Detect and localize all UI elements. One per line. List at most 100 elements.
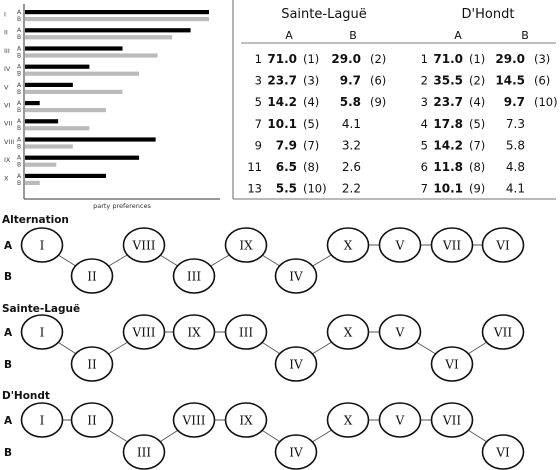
seat-circle xyxy=(430,227,474,263)
table-title: D'Hondt xyxy=(462,7,515,22)
seat-circle xyxy=(20,402,64,438)
series-label: B xyxy=(17,107,21,114)
seat-node-label: X xyxy=(344,414,353,428)
quotient-b: 9.7 xyxy=(340,74,361,88)
series-label: A xyxy=(17,9,22,16)
bar-VI-B xyxy=(25,108,106,113)
table-row: 3 23.7 (3) 9.7 (6) xyxy=(255,74,387,88)
row-label-a: A xyxy=(4,240,13,252)
divisor: 6 xyxy=(421,160,428,174)
bar-IX-B xyxy=(25,162,57,167)
category-label: V xyxy=(4,83,9,91)
category-label: II xyxy=(4,29,8,37)
column-header-a: A xyxy=(285,29,293,42)
seat-circle xyxy=(122,227,166,263)
seat-circle xyxy=(172,258,216,294)
seat-node: III xyxy=(122,434,166,470)
seat-node-label: VI xyxy=(495,446,510,460)
seat-node: IV xyxy=(274,258,318,294)
quotient-a: 7.9 xyxy=(276,138,297,152)
seat-circle xyxy=(430,402,474,438)
seat-node-label: I xyxy=(40,239,45,253)
quotient-b: 29.0 xyxy=(495,52,525,66)
seat-node-label: IV xyxy=(289,446,303,460)
bar-I-B xyxy=(25,17,209,22)
seat-node: IX xyxy=(172,314,216,350)
series-label: B xyxy=(17,52,21,59)
category-label: IV xyxy=(4,65,11,73)
seat-node-label: VI xyxy=(495,239,510,253)
seat-circle xyxy=(274,346,318,382)
seat-node: V xyxy=(378,402,422,438)
bar-VI-A xyxy=(25,101,40,106)
table-row: 7 10.1 (5) 4.1 xyxy=(255,117,361,131)
seat-tables: Sainte-Laguë A B 1 71.0 (1) 29.0 (2) 3 23.7 (3) 9.7… xyxy=(232,0,558,200)
quotient-a: 17.8 xyxy=(433,117,463,131)
rank-a: (8) xyxy=(469,160,485,174)
seat-node: X xyxy=(326,314,370,350)
category-label: X xyxy=(4,174,9,182)
seat-node: IX xyxy=(224,227,268,263)
bar-VIII-B xyxy=(25,144,73,149)
bar-III-B xyxy=(25,53,158,58)
seat-node-label: V xyxy=(395,326,405,340)
quotient-a: 35.5 xyxy=(433,74,463,88)
rank-a: (3) xyxy=(303,74,319,88)
quotient-a: 71.0 xyxy=(433,52,463,66)
chart-xlabel: party preferences xyxy=(93,202,151,210)
seat-circle xyxy=(224,227,268,263)
bar-V-B xyxy=(25,89,123,94)
rank-b: (2) xyxy=(370,52,386,66)
divisor: 1 xyxy=(421,52,428,66)
seat-node: VIII xyxy=(122,227,166,263)
table-row: 4 17.8 (5) 7.3 xyxy=(421,117,525,131)
seat-node: II xyxy=(70,258,114,294)
seat-node-label: VIII xyxy=(132,239,156,253)
seat-circle xyxy=(326,314,370,350)
bar-X-A xyxy=(25,173,106,178)
table-row: 11 6.5 (8) 2.6 xyxy=(247,160,361,174)
series-label: A xyxy=(17,64,22,71)
table-row: 1 71.0 (1) 29.0 (2) xyxy=(255,52,387,66)
seat-node: VIII xyxy=(172,402,216,438)
series-label: A xyxy=(17,100,22,107)
seat-node-label: IX xyxy=(187,326,201,340)
quotient-b: 4.8 xyxy=(506,160,525,174)
series-label: B xyxy=(17,125,21,132)
divisor: 3 xyxy=(255,74,262,88)
table-row: 5 14.2 (7) 5.8 xyxy=(421,138,525,152)
seat-node: II xyxy=(70,346,114,382)
rank-a: (10) xyxy=(303,182,327,196)
rank-b: (6) xyxy=(370,74,386,88)
seat-node-label: VIII xyxy=(132,326,156,340)
diagram-title: Alternation xyxy=(2,214,69,226)
seat-circle xyxy=(481,434,525,470)
seat-circle xyxy=(430,346,474,382)
series-label: A xyxy=(17,118,22,125)
seat-node: III xyxy=(172,258,216,294)
seat-node-label: V xyxy=(395,239,405,253)
category-label: IX xyxy=(4,156,11,164)
quotient-a: 11.8 xyxy=(433,160,463,174)
rank-b: (3) xyxy=(534,52,550,66)
quotient-b: 3.2 xyxy=(342,138,361,152)
rank-a: (5) xyxy=(303,117,319,131)
table-title: Sainte-Laguë xyxy=(281,7,367,22)
seat-node: V xyxy=(378,314,422,350)
seat-circle xyxy=(274,258,318,294)
quotient-b: 5.8 xyxy=(340,95,361,109)
table-row: 13 5.5 (10) 2.2 xyxy=(247,182,361,196)
seat-node: I xyxy=(20,314,64,350)
series-label: B xyxy=(17,89,21,96)
seat-circle xyxy=(20,314,64,350)
seat-circle xyxy=(378,314,422,350)
seat-node: VII xyxy=(481,314,525,350)
divisor: 4 xyxy=(421,117,428,131)
bar-group-I: I AB xyxy=(4,9,209,23)
seat-node: VIII xyxy=(122,314,166,350)
seat-circle xyxy=(378,402,422,438)
bar-group-VII: VII AB xyxy=(4,118,90,132)
bar-VII-A xyxy=(25,119,59,124)
